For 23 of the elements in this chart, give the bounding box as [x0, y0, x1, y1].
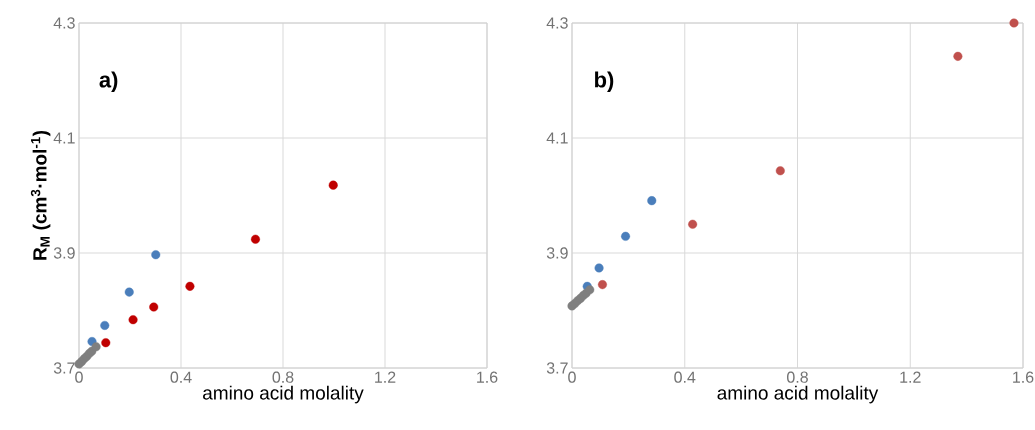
x-axis-title: amino acid molality — [203, 385, 364, 404]
x-tick-label: 1.6 — [477, 371, 498, 383]
y-tick-label: 4.1 — [546, 132, 568, 144]
x-tick-label: 1.2 — [900, 371, 921, 383]
x-axis-title: amino acid molality — [717, 385, 879, 404]
annotation: a) — [99, 71, 118, 92]
y-tick-label: 4.3 — [546, 17, 568, 29]
y-tick-label: 4.3 — [53, 17, 75, 29]
x-tick-label: 1.2 — [375, 371, 396, 383]
y-tick-label: 4.1 — [53, 132, 75, 144]
x-tick-label: 0.4 — [674, 371, 696, 383]
x-tick-label: 0.4 — [170, 371, 192, 383]
text: R$_{M}$ (cm$^{3}$·mol$^{-1}$) — [30, 130, 51, 260]
x-tick-label: 0 — [568, 371, 576, 383]
y-tick-label: 3.7 — [546, 362, 568, 374]
y-tick-label: 3.9 — [53, 247, 75, 259]
x-tick-label: 1.6 — [1013, 371, 1034, 383]
y-tick-label: 3.7 — [53, 362, 75, 374]
annotation: b) — [595, 71, 614, 92]
y-tick-label: 3.9 — [546, 247, 568, 259]
x-tick-label: 0.8 — [272, 371, 294, 383]
x-tick-label: 0 — [75, 371, 83, 383]
x-tick-label: 0.8 — [787, 371, 808, 383]
